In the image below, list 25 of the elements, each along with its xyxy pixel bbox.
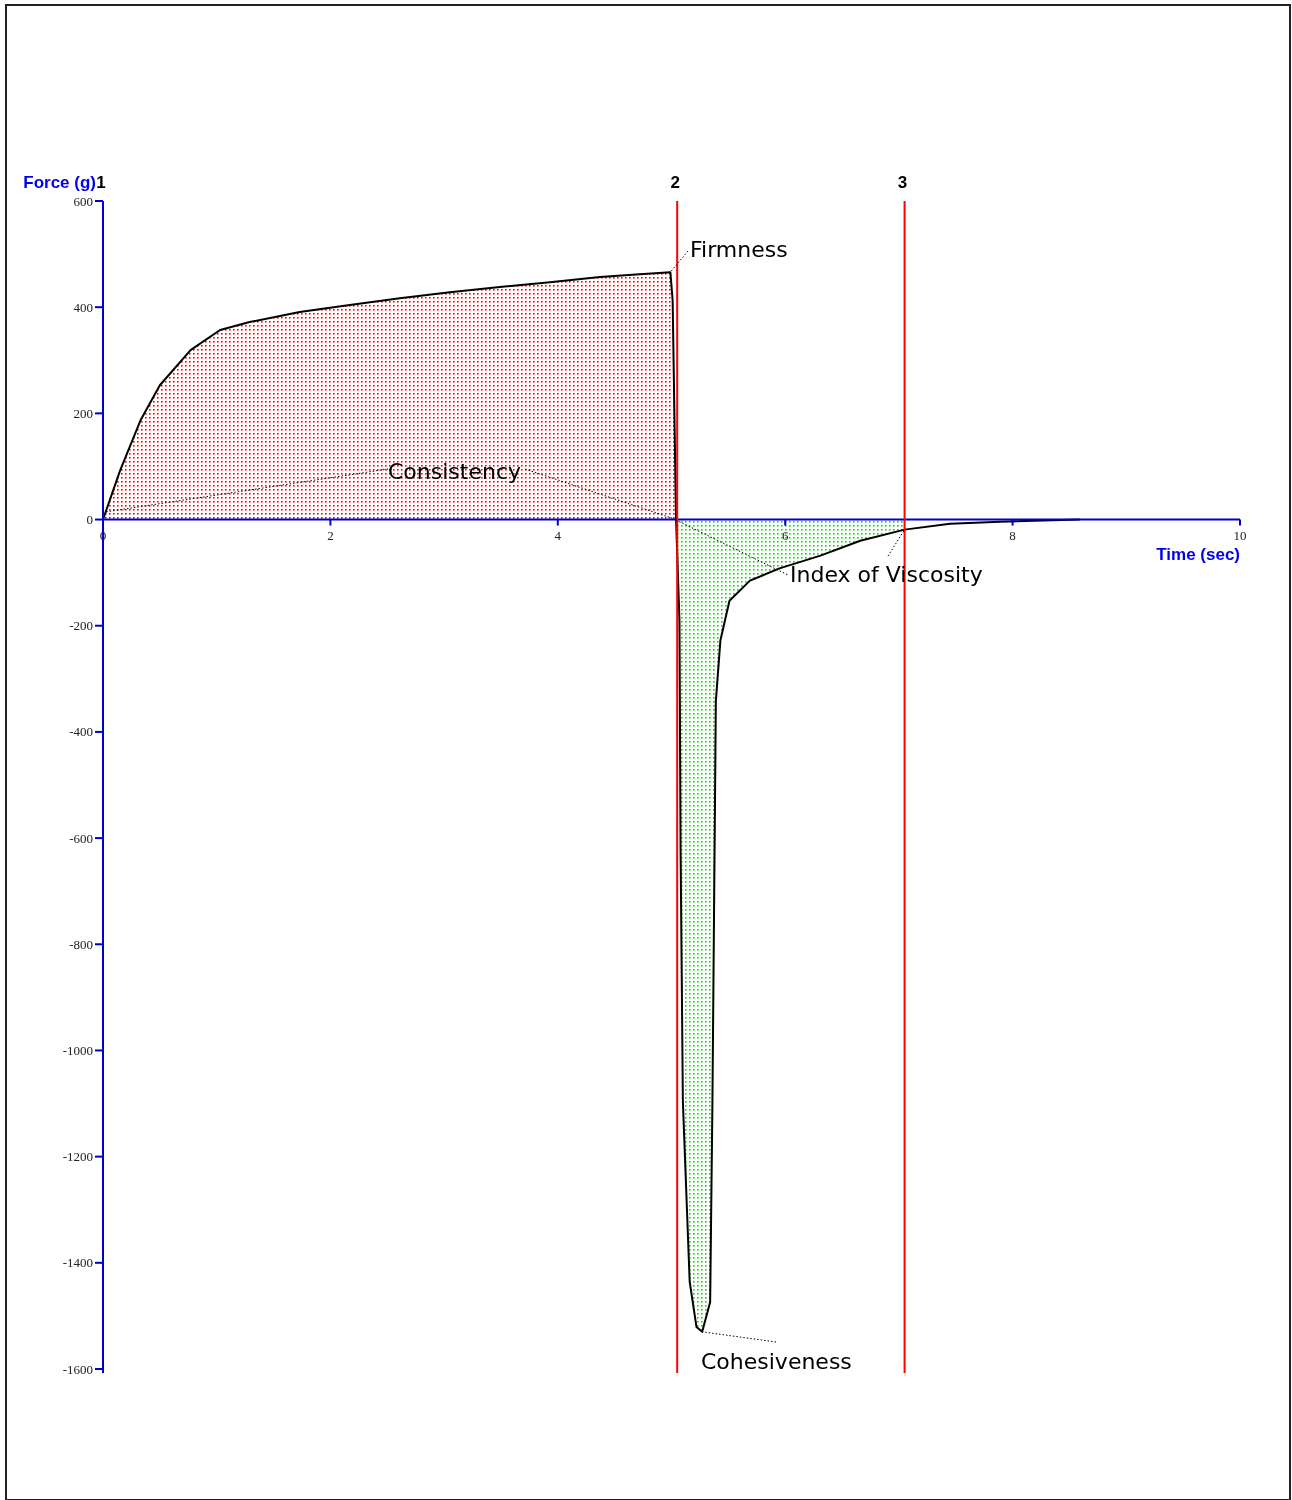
y-tick-label: 400 xyxy=(73,299,93,315)
text: 1 xyxy=(96,173,106,192)
x-tick-label: 8 xyxy=(1009,527,1016,543)
annotation: Cohesiveness xyxy=(701,1348,852,1374)
y-tick-label: 600 xyxy=(73,193,93,209)
x-tick-label: 2 xyxy=(327,527,334,543)
x-tick-label: 4 xyxy=(554,527,562,543)
y-axis-title: Force (g) xyxy=(23,173,96,192)
y-tick-label: -1400 xyxy=(62,1255,93,1271)
annotation: 2 xyxy=(670,173,680,192)
annotation: 3 xyxy=(897,173,908,192)
annotation: Firmness xyxy=(690,236,788,262)
y-tick-label: 0 xyxy=(86,512,93,528)
y-tick-label: 200 xyxy=(73,405,93,421)
annotation: Consistency xyxy=(388,458,522,484)
y-tick-label: -200 xyxy=(69,618,93,634)
x-tick-label: 10 xyxy=(1233,527,1247,543)
y-tick-label: -800 xyxy=(69,936,93,952)
y-tick-label: -1000 xyxy=(62,1043,93,1058)
y-tick-label: -1600 xyxy=(62,1361,93,1377)
x-axis-title: Time (sec) xyxy=(1156,544,1240,564)
y-tick-label: -400 xyxy=(69,724,93,740)
x-tick-label: 6 xyxy=(781,527,789,543)
y-tick-label: -600 xyxy=(69,830,93,846)
y-tick-label: -1200 xyxy=(62,1149,93,1165)
